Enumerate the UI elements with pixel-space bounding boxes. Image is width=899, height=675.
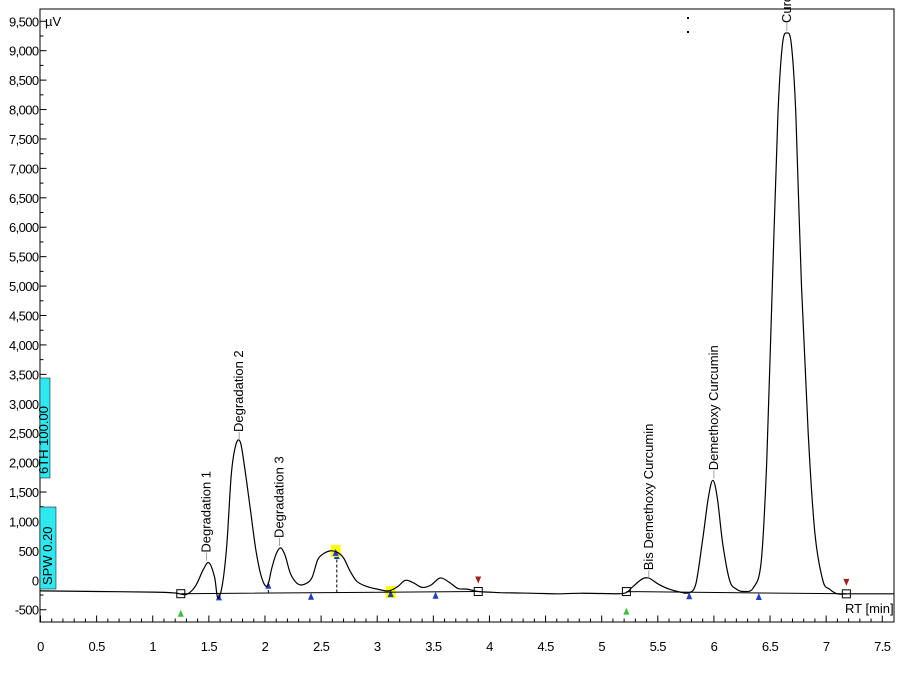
end-marker [475,576,482,584]
peak-label: Curcumin [779,0,794,23]
start-marker [177,609,184,617]
peak-label: Bis Demethoxy Curcumin [641,424,656,571]
start-marker [623,607,630,615]
y-tick-label: 4,000 [9,338,39,353]
end-marker [843,578,850,586]
parameter-box-6th: 6TH 100.00 [36,377,51,479]
x-tick-label: 3.5 [425,639,442,654]
x-tick-label: 0 [37,639,44,654]
y-tick-label: 7,500 [9,132,39,147]
y-tick-label: 2,500 [9,426,39,441]
y-tick-label: 500 [19,544,39,559]
y-tick-label: 6,000 [9,220,39,235]
x-axis: 0 0.5 1 1.5 2 2.5 3 3.5 4 4.5 5 5.5 6 6.5 7 7.5 [37,615,891,654]
y-tick-label: 5,500 [9,250,39,265]
peak-label: Degradation 2 [231,350,246,432]
y-tick-label: 1,500 [9,485,39,500]
y-tick-label: 7,000 [9,161,39,176]
y-tick-label: 9,500 [9,14,39,29]
baseline-line [180,591,847,595]
x-tick-label: 3 [374,639,381,654]
y-tick-label: 3,000 [9,397,39,412]
x-tick-label: 4 [486,639,493,654]
peak-label: Demethoxy Curcumin [706,345,721,470]
x-tick-label: 5.5 [650,639,667,654]
x-tick-label: 5 [598,639,605,654]
peak-label: Degradation 3 [272,456,287,538]
chromatogram-trace [40,32,894,599]
x-tick-label: 4.5 [537,639,554,654]
peak-label: Degradation 1 [199,471,214,553]
x-tick-label: 6.5 [762,639,779,654]
y-tick-label: 9,000 [9,44,39,59]
x-tick-label: 2.5 [313,639,330,654]
x-tick-label: 7.5 [874,639,891,654]
valley-marker [755,592,762,600]
valley-marker [307,592,314,600]
peak-labels: Degradation 1 Degradation 2 Degradation 3 B… [199,0,794,579]
x-tick-label: 2 [262,639,269,654]
y-unit-label: µV [45,14,61,29]
valley-marker [432,591,439,599]
y-tick-label: 6,500 [9,191,39,206]
y-tick-label: 5,000 [9,279,39,294]
y-tick-label: 4,500 [9,309,39,324]
x-tick-label: 6 [711,639,718,654]
x-tick-label: 1 [149,639,156,654]
parameter-label-6th: 6TH 100.00 [36,406,51,474]
y-tick-label: 2,000 [9,456,39,471]
y-tick-label: 0 [32,573,39,588]
y-axis: 9,500 9,000 8,500 8,000 7,500 7,000 6,500 6,000… [9,14,47,618]
parameter-label-spw: SPW 0.20 [40,526,55,585]
plot-frame [39,8,895,623]
y-tick-label: 8,000 [9,103,39,118]
valley-marker [686,592,693,600]
valley-marker [387,590,394,598]
top-dots [687,17,689,33]
x-tick-label: 0.5 [88,639,105,654]
y-tick-label: -500 [15,603,39,618]
x-tick-label: 7 [823,639,830,654]
x-unit-label: RT [min] [845,601,894,616]
valley-marker [332,548,339,556]
y-tick-label: 8,500 [9,73,39,88]
x-tick-label: 1.5 [201,639,218,654]
y-tick-label: 3,500 [9,367,39,382]
parameter-box-spw: SPW 0.20 [39,506,57,590]
y-tick-label: 1,000 [9,514,39,529]
